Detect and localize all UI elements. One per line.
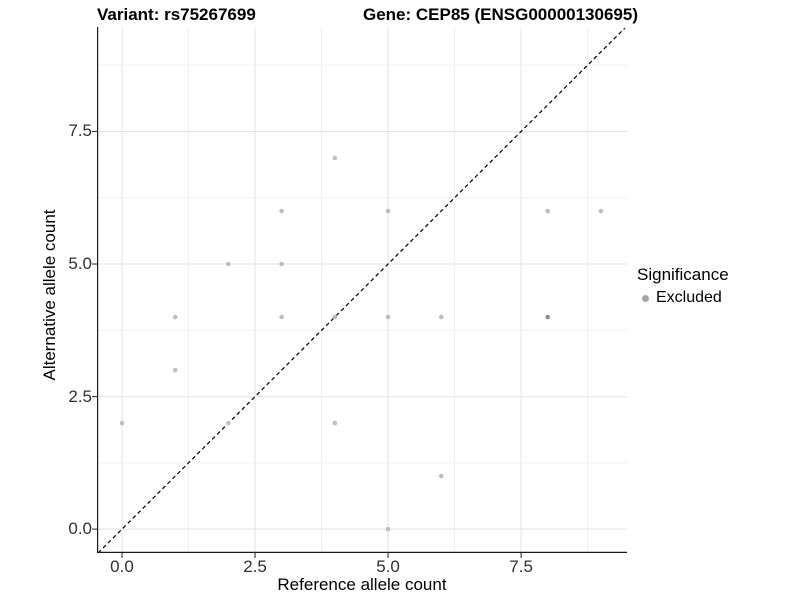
data-point bbox=[332, 155, 338, 161]
data-point bbox=[119, 420, 125, 426]
legend: Significance Excluded bbox=[637, 265, 729, 307]
legend-item-label: Excluded bbox=[656, 289, 722, 306]
data-point bbox=[385, 314, 391, 320]
x-tick-label: 0.0 bbox=[110, 557, 134, 576]
scatter-plot-svg bbox=[92, 27, 627, 558]
data-point bbox=[279, 208, 284, 214]
data-point bbox=[279, 261, 284, 267]
legend-item-excluded: Excluded bbox=[637, 289, 729, 307]
legend-point-icon bbox=[642, 294, 649, 302]
data-point bbox=[332, 420, 338, 426]
data-point bbox=[279, 314, 284, 320]
x-axis-title: Reference allele count bbox=[277, 575, 447, 594]
identity-dashed-line bbox=[97, 27, 626, 554]
y-tick-label: 0.0 bbox=[68, 519, 92, 539]
data-point bbox=[226, 261, 231, 267]
data-point bbox=[226, 420, 231, 426]
data-point bbox=[545, 314, 551, 320]
x-tick-label: 5.0 bbox=[376, 557, 400, 576]
y-tick-label: 7.5 bbox=[68, 121, 92, 141]
plot-title-gene: Gene: CEP85 (ENSG00000130695) bbox=[363, 5, 638, 24]
y-tick-label: 2.5 bbox=[68, 386, 92, 406]
y-tick-label: 5.0 bbox=[68, 254, 92, 274]
data-point bbox=[545, 208, 551, 214]
legend-title: Significance bbox=[637, 265, 729, 284]
data-point bbox=[438, 473, 444, 479]
plot-area bbox=[92, 27, 627, 558]
plot-title-variant: Variant: rs75267699 bbox=[97, 5, 256, 24]
x-tick-label: 2.5 bbox=[243, 557, 267, 576]
data-point bbox=[332, 314, 338, 320]
data-point bbox=[385, 208, 391, 214]
x-tick-label: 7.5 bbox=[509, 557, 533, 576]
y-axis-title: Alternative allele count bbox=[40, 209, 59, 381]
data-point bbox=[385, 526, 391, 532]
data-point bbox=[438, 314, 444, 320]
data-point bbox=[172, 367, 178, 373]
data-point bbox=[598, 208, 604, 214]
data-point bbox=[172, 314, 178, 320]
